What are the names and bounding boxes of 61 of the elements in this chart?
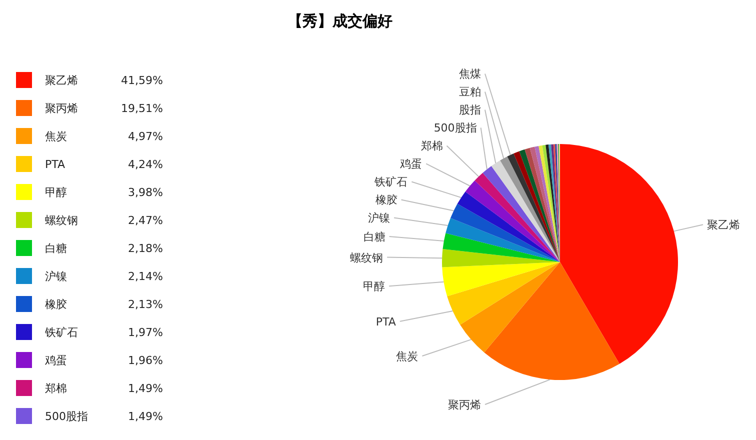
slice-label: 鸡蛋 — [399, 158, 422, 171]
legend-label: 鸡蛋 — [44, 354, 67, 367]
legend-label: 橡胶 — [45, 298, 67, 311]
pie-slice — [465, 180, 560, 262]
pie-slice — [457, 192, 560, 262]
data-label: 4,97% — [128, 130, 163, 143]
slice-label: 橡胶 — [375, 194, 398, 207]
data-label: 1,49% — [128, 382, 163, 395]
pie-slice — [546, 144, 560, 262]
data-label: 1,49% — [128, 410, 163, 423]
pie-slice — [484, 262, 620, 380]
slice-label: 聚丙烯 — [448, 398, 481, 412]
slice-label: 甲醇 — [363, 280, 386, 294]
pie-slice — [450, 204, 560, 262]
data-label: 19,51% — [121, 102, 163, 115]
data-label: 2,18% — [128, 242, 163, 255]
chart-title: 【秀】成交偏好 — [288, 12, 392, 30]
slice-label: 白糖 — [363, 230, 386, 244]
pie-slice — [491, 160, 560, 262]
slice-label: 沪镍 — [368, 212, 390, 225]
pie-slice — [460, 262, 560, 352]
pie-slice — [447, 262, 560, 325]
legend-label: 甲醇 — [45, 186, 67, 199]
slice-label: 股指 — [459, 104, 481, 117]
legend-label: 郑棉 — [45, 382, 67, 395]
slice-label: 郑棉 — [420, 140, 443, 153]
data-label: 2,13% — [128, 298, 163, 311]
pie-slice — [551, 144, 560, 262]
pie-slice — [442, 233, 560, 262]
pie-slice — [560, 144, 678, 364]
legend-label: 白糖 — [45, 242, 67, 255]
slice-label: 豆粕 — [459, 86, 481, 99]
data-label: 4,24% — [128, 158, 163, 171]
legend-label: 焦炭 — [45, 130, 67, 143]
pie-slice — [534, 146, 560, 262]
pie-slice — [548, 144, 560, 262]
data-label: 41,59% — [121, 74, 163, 87]
legend-label: 聚乙烯 — [45, 74, 78, 87]
data-label: 1,97% — [128, 326, 163, 339]
pie-slice — [446, 218, 560, 262]
legend-label: 500股指 — [45, 410, 88, 423]
legend-label: PTA — [45, 158, 66, 171]
slice-label: PTA — [376, 315, 396, 328]
data-label: 1,96% — [128, 354, 163, 367]
legend-label: 聚丙烯 — [45, 102, 78, 115]
slice-label: 螺纹钢 — [350, 251, 384, 264]
slice-label: 焦煤 — [459, 68, 481, 81]
pie-slice — [442, 248, 560, 268]
legend-label: 螺纹钢 — [45, 214, 78, 227]
data-label: 3,98% — [128, 186, 163, 199]
slice-label: 500股指 — [434, 122, 477, 135]
legend-label: 铁矿石 — [44, 326, 78, 339]
data-label: 2,47% — [128, 214, 163, 227]
pie-slice — [442, 262, 560, 296]
pie-slice — [542, 144, 560, 262]
slice-label: 焦炭 — [396, 350, 418, 363]
data-label: 2,14% — [128, 270, 163, 283]
slice-label: 铁矿石 — [374, 176, 408, 189]
legend-label: 沪镍 — [45, 270, 67, 283]
slice-label: 聚乙烯 — [707, 218, 740, 232]
pie-slice — [553, 144, 560, 262]
